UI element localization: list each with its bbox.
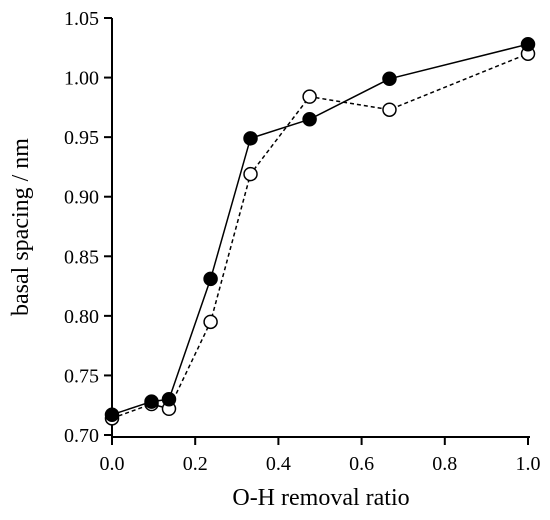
x-tick-label: 1.0	[516, 453, 541, 475]
y-tick-label: 0.75	[64, 365, 99, 387]
x-axis-label: O-H removal ratio	[232, 485, 409, 511]
series-line-filled	[111, 43, 529, 416]
data-point-open	[203, 314, 218, 330]
y-tick-label: 0.70	[64, 425, 99, 447]
x-ticks: 0.0 0.2 0.4 0.6 0.8 1.0	[100, 437, 541, 475]
y-tick-label: 0.80	[64, 306, 99, 328]
data-point-filled	[104, 407, 120, 422]
x-tick-label: 0.2	[183, 453, 208, 475]
data-point-filled	[243, 131, 258, 146]
y-ticks: 0.70 0.75 0.80 0.85 0.90 0.95 1.00 1.05	[64, 8, 112, 447]
y-tick-label: 0.90	[64, 187, 99, 209]
x-tick-label: 0.6	[349, 453, 374, 475]
data-point-filled	[161, 392, 177, 407]
y-tick-label: 0.85	[64, 246, 99, 268]
data-point-filled	[302, 112, 317, 127]
x-tick-label: 0.8	[432, 453, 457, 475]
series-lines	[111, 43, 529, 420]
y-tick-label: 1.00	[64, 68, 99, 90]
data-point-filled	[144, 394, 159, 409]
data-point-open	[382, 102, 397, 117]
data-point-filled	[382, 71, 397, 87]
data-point-open	[302, 89, 317, 104]
y-tick-label: 1.05	[64, 8, 99, 30]
axes	[111, 18, 530, 438]
series-points	[104, 36, 536, 426]
y-tick-label: 0.95	[64, 127, 99, 149]
series-line-open	[111, 53, 529, 420]
y-axis-label: basal spacing / nm	[8, 138, 34, 316]
x-tick-label: 0.0	[100, 453, 125, 475]
data-point-filled	[203, 271, 218, 287]
data-point-filled	[520, 36, 536, 52]
x-tick-label: 0.4	[266, 453, 291, 475]
data-point-open	[243, 166, 258, 182]
